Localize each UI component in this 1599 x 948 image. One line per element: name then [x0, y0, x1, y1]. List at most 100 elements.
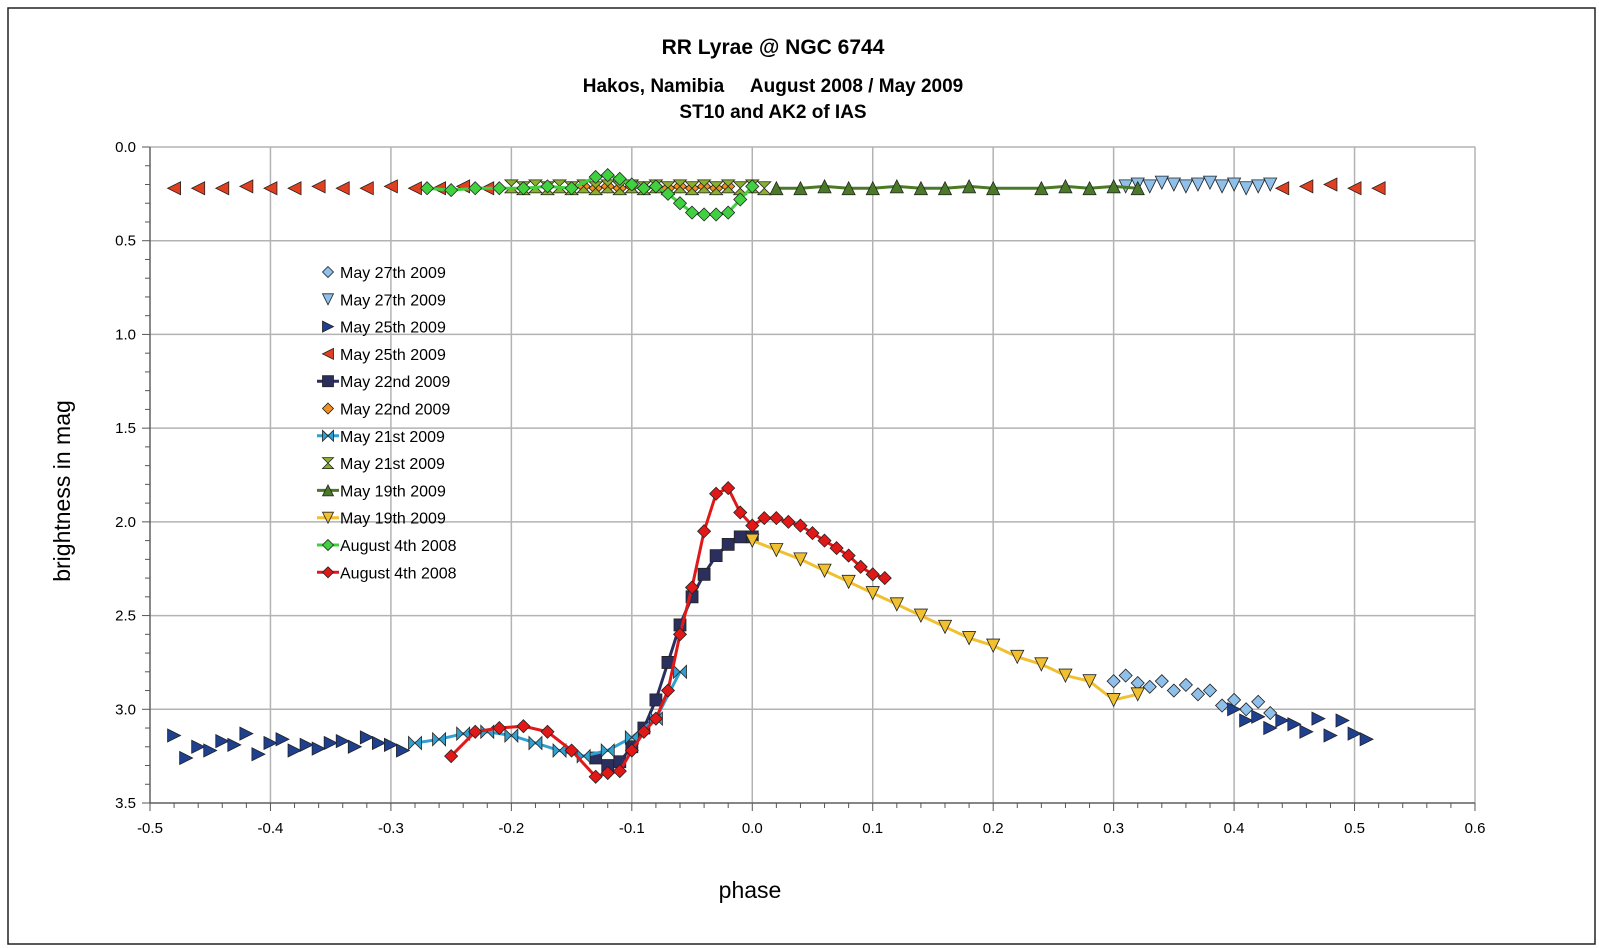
- data-point: [1275, 713, 1290, 728]
- x-tick-label: -0.5: [137, 820, 163, 837]
- data-point: [167, 728, 182, 743]
- data-point: [1130, 687, 1145, 702]
- x-tick-label: 0.6: [1465, 820, 1486, 837]
- y-axis-label: brightness in mag: [49, 400, 75, 582]
- legend-label: May 21st 2009: [340, 456, 445, 473]
- data-point: [1298, 179, 1314, 194]
- legend: May 27th 2009 May 27th 2009 May 25th 2009 M…: [317, 265, 457, 582]
- data-point: [239, 726, 254, 741]
- data-point: [793, 518, 808, 533]
- data-point: [756, 181, 772, 196]
- data-point: [588, 169, 603, 185]
- y-tick-label: 2.0: [115, 514, 136, 531]
- data-point: [781, 514, 796, 529]
- x-tick-label: 0.0: [742, 820, 763, 837]
- data-point: [528, 735, 543, 751]
- data-point: [745, 518, 760, 533]
- data-point: [540, 179, 555, 194]
- data-point: [769, 543, 784, 558]
- data-point: [648, 711, 663, 726]
- data-point: [720, 179, 736, 194]
- data-point: [877, 571, 892, 586]
- legend-label: May 25th 2009: [340, 320, 446, 337]
- data-point: [709, 207, 724, 222]
- legend-entry: May 22nd 2009: [317, 374, 450, 391]
- data-point: [1034, 180, 1049, 196]
- y-tick-label: 1.5: [115, 420, 136, 437]
- legend-marker: [322, 320, 335, 333]
- data-point: [817, 563, 832, 578]
- data-point: [793, 180, 808, 196]
- data-point: [612, 764, 627, 779]
- legend-marker: [321, 265, 335, 279]
- data-point: [600, 765, 615, 781]
- axes: -0.5 -0.4 -0.3 -0.2 -0.1 0.0 0.1 0.2 0.3 0.4 0.5 0.…: [115, 139, 1485, 837]
- series-2: [167, 702, 1374, 766]
- data-point: [733, 505, 748, 520]
- legend-label: August 4th 2008: [340, 565, 457, 582]
- data-point: [359, 730, 375, 745]
- data-point: [444, 749, 459, 764]
- data-point: [1058, 668, 1073, 683]
- data-point: [1190, 687, 1206, 702]
- chart-subtitle-1: Hakos, Namibia August 2008 / May 2009: [583, 76, 964, 97]
- data-point: [709, 549, 723, 562]
- data-point: [624, 729, 639, 745]
- data-point: [841, 574, 856, 590]
- data-point: [1178, 677, 1193, 692]
- data-point: [287, 743, 302, 758]
- data-point: [1130, 180, 1145, 196]
- data-point: [179, 750, 194, 766]
- data-point: [275, 732, 290, 747]
- data-point: [1239, 713, 1254, 728]
- data-point: [793, 552, 808, 567]
- data-point: [1323, 177, 1338, 192]
- data-point: [359, 181, 374, 196]
- data-point: [516, 181, 531, 196]
- legend-entry: May 25th 2009: [322, 320, 446, 337]
- data-point: [1274, 181, 1290, 196]
- data-point: [745, 179, 760, 194]
- data-point: [721, 481, 736, 496]
- data-point: [1251, 694, 1266, 709]
- legend-marker: [321, 457, 335, 469]
- legend-label: May 19th 2009: [340, 483, 446, 500]
- data-point: [708, 181, 724, 196]
- data-point: [1082, 674, 1097, 689]
- grid: [149, 146, 1476, 804]
- data-point: [1106, 178, 1121, 194]
- data-point: [1190, 177, 1206, 192]
- data-point: [733, 192, 748, 207]
- data-point: [1323, 728, 1338, 743]
- plot-area: [149, 146, 1476, 804]
- data-point: [1154, 175, 1169, 191]
- data-point: [1106, 674, 1121, 689]
- legend-marker: [322, 429, 334, 443]
- data-point: [251, 747, 266, 762]
- data-point: [600, 168, 615, 183]
- series-line: [776, 184, 1138, 190]
- data-point: [1142, 679, 1157, 694]
- data-point: [684, 205, 700, 220]
- chart-border: [7, 7, 1596, 945]
- x-tick-label: -0.3: [378, 820, 404, 837]
- data-point: [721, 537, 735, 551]
- data-point: [841, 180, 856, 196]
- data-point: [1226, 177, 1242, 192]
- data-point: [444, 183, 459, 198]
- data-point: [817, 178, 832, 194]
- data-point: [913, 608, 929, 623]
- data-point: [1311, 711, 1326, 726]
- data-point: [1287, 717, 1302, 732]
- data-point: [1142, 179, 1157, 194]
- data-point: [527, 179, 543, 194]
- data-point: [263, 735, 278, 751]
- data-point: [1251, 709, 1266, 724]
- data-point: [227, 737, 242, 753]
- data-point: [564, 181, 579, 196]
- y-tick-label: 3.0: [115, 701, 136, 718]
- data-point: [986, 638, 1001, 653]
- data-point: [371, 735, 387, 751]
- data-point: [1239, 702, 1254, 717]
- data-point: [408, 735, 422, 751]
